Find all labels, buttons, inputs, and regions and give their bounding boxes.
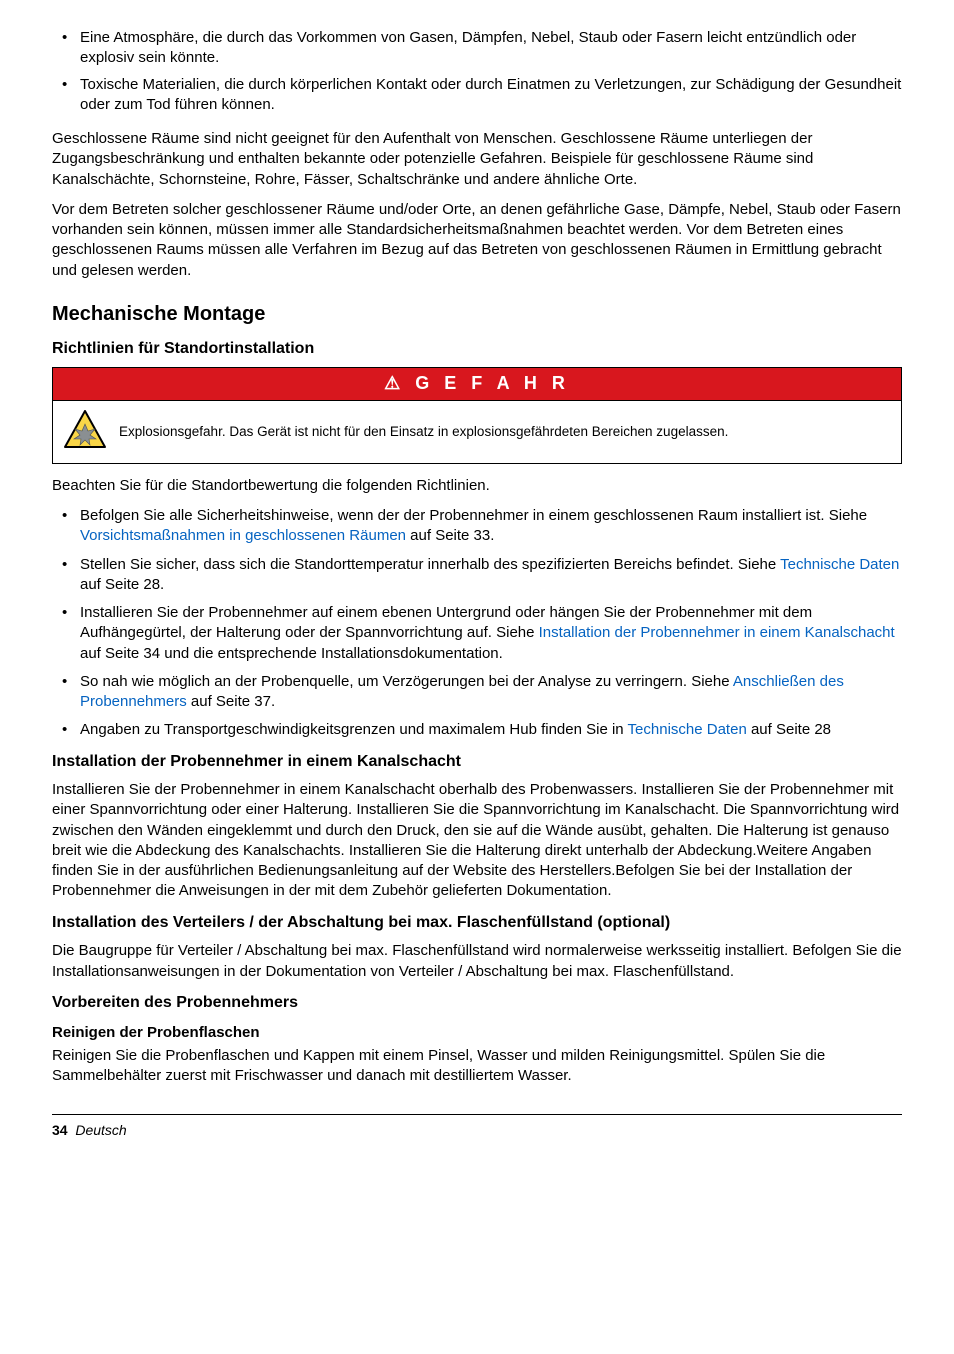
text: auf Seite 28.	[80, 576, 164, 593]
danger-title: G E F A H R	[415, 373, 570, 393]
explosion-warning-icon	[63, 409, 107, 455]
page-number: 34	[52, 1122, 68, 1138]
text: auf Seite 28	[747, 721, 831, 738]
text: auf Seite 34 und die entsprechende Insta…	[80, 645, 503, 662]
danger-body: Explosionsgefahr. Das Gerät ist nicht fü…	[53, 401, 901, 463]
paragraph: Reinigen Sie die Probenflaschen und Kapp…	[52, 1046, 902, 1087]
text: Befolgen Sie alle Sicherheitshinweise, w…	[80, 507, 867, 524]
list-item: Installieren Sie der Probennehmer auf ei…	[52, 603, 902, 664]
text: So nah wie möglich an der Probenquelle, …	[80, 673, 733, 690]
paragraph: Installieren Sie der Probennehmer in ein…	[52, 780, 902, 902]
danger-text: Explosionsgefahr. Das Gerät ist nicht fü…	[119, 423, 728, 441]
paragraph: Die Baugruppe für Verteiler / Abschaltun…	[52, 941, 902, 982]
danger-callout: ⚠ G E F A H R Explosionsgefahr. Das Gerä…	[52, 367, 902, 464]
warning-triangle-glyph: ⚠	[384, 373, 405, 393]
list-item: Stellen Sie sicher, dass sich die Stando…	[52, 555, 902, 596]
link-technische-daten[interactable]: Technische Daten	[780, 556, 899, 573]
paragraph: Vor dem Betreten solcher geschlossener R…	[52, 200, 902, 281]
text: auf Seite 33.	[406, 527, 494, 544]
heading-reinigen-probenflaschen: Reinigen der Probenflaschen	[52, 1023, 902, 1043]
text: auf Seite 37.	[187, 693, 275, 710]
text: Angaben zu Transportgeschwindigkeitsgren…	[80, 721, 628, 738]
page-footer: 34 Deutsch	[52, 1114, 902, 1140]
list-item: Eine Atmosphäre, die durch das Vorkommen…	[52, 28, 902, 69]
list-item: So nah wie möglich an der Probenquelle, …	[52, 672, 902, 713]
heading-installation-verteiler: Installation des Verteilers / der Abscha…	[52, 912, 902, 934]
link-technische-daten[interactable]: Technische Daten	[628, 721, 747, 738]
text: Stellen Sie sicher, dass sich die Stando…	[80, 556, 780, 573]
footer-language: Deutsch	[75, 1122, 126, 1138]
danger-header: ⚠ G E F A H R	[53, 368, 901, 400]
list-item: Angaben zu Transportgeschwindigkeitsgren…	[52, 720, 902, 740]
heading-mechanische-montage: Mechanische Montage	[52, 301, 902, 328]
link-installation-kanalschacht[interactable]: Installation der Probennehmer in einem K…	[539, 624, 895, 641]
intro-bullet-list: Eine Atmosphäre, die durch das Vorkommen…	[52, 28, 902, 115]
guidelines-list: Befolgen Sie alle Sicherheitshinweise, w…	[52, 506, 902, 741]
link-vorsichtsmassnahmen[interactable]: Vorsichtsmaßnahmen in geschlossenen Räum…	[80, 527, 406, 544]
list-item: Toxische Materialien, die durch körperli…	[52, 75, 902, 116]
paragraph: Beachten Sie für die Standortbewertung d…	[52, 476, 902, 496]
paragraph: Geschlossene Räume sind nicht geeignet f…	[52, 129, 902, 190]
list-item: Befolgen Sie alle Sicherheitshinweise, w…	[52, 506, 902, 547]
heading-vorbereiten-probennehmer: Vorbereiten des Probennehmers	[52, 992, 902, 1014]
heading-standortinstallation: Richtlinien für Standortinstallation	[52, 338, 902, 360]
heading-installation-kanalschacht: Installation der Probennehmer in einem K…	[52, 751, 902, 773]
